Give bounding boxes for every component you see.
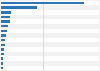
Bar [1,29,99,33]
Bar [1,1,99,5]
Bar [1,62,3,65]
Bar [1,10,99,15]
Bar [1,44,5,46]
Bar [1,67,2,69]
Bar [1,6,37,9]
Bar [1,5,99,10]
Bar [1,25,8,27]
Bar [1,24,99,29]
Bar [1,38,99,42]
Bar [1,11,11,14]
Bar [1,61,99,66]
Bar [1,16,10,18]
Bar [1,47,99,52]
Bar [1,15,99,19]
Bar [1,53,4,55]
Bar [1,19,99,24]
Bar [1,33,99,38]
Bar [1,52,99,56]
Bar [1,34,6,37]
Bar [1,57,3,60]
Bar [1,20,10,23]
Bar [1,30,7,32]
Bar [1,56,99,61]
Bar [1,48,4,51]
Bar [1,39,5,41]
Bar [1,42,99,47]
Bar [1,2,84,4]
Bar [1,66,99,70]
